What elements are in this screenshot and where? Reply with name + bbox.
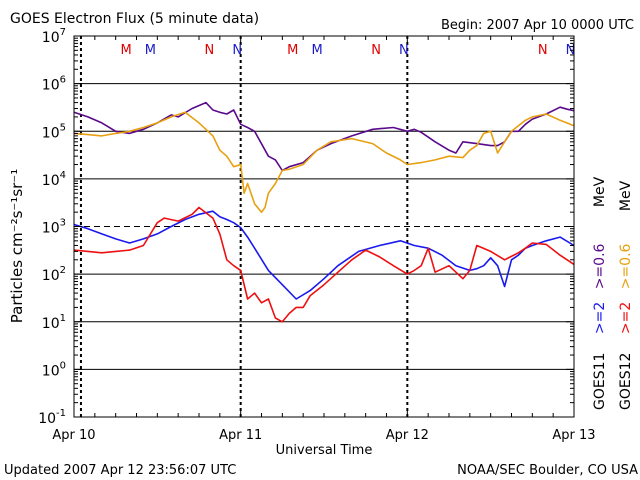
legend-goes12-entry-2: >=0.6 [618,243,634,289]
y-tick-base: 10 [42,268,60,284]
mn-marker: M [120,43,131,58]
y-tick-base: 10 [42,30,60,46]
legend-goes11: GOES11 >=2 >=0.6 MeV [592,176,608,410]
x-tick-label: Apr 13 [552,428,595,443]
mn-marker: N [205,43,215,58]
y-tick-base: 10 [42,316,60,332]
legend-goes11-mev: MeV [592,176,608,207]
series-line-2 [73,111,575,213]
legend-goes11-label: GOES11 [592,353,608,410]
y-tick-label: 105 [42,122,66,141]
legend-goes12: GOES12 >=2 >=0.6 MeV [618,180,634,410]
mn-marker: N [371,43,381,58]
y-tick-exponent: 3 [60,218,66,229]
plot-frame [73,35,575,418]
y-tick-exponent: 5 [60,122,66,133]
y-tick-base: 10 [42,221,60,237]
legend-goes12-entry-1: >=2 [618,302,634,334]
legend-goes12-label: GOES12 [618,353,634,410]
legend-goes11-entry-2: >=0.6 [592,243,608,289]
y-tick-label: 107 [42,27,66,46]
y-tick-base: 10 [42,78,60,94]
y-axis-label: Particles cm⁻²s⁻¹sr⁻¹ [8,169,26,323]
y-tick-exponent: 6 [60,75,66,86]
y-tick-label: 10-1 [38,408,66,427]
y-tick-label: 100 [42,360,66,379]
y-tick-label: 103 [42,218,66,237]
y-tick-label: 106 [42,75,66,94]
svg-text:GOES11 >=2 >=0.6: GOES11 >=2 >=0.6 MeV [592,176,608,410]
mn-marker: M [145,43,156,58]
y-tick-base: 10 [42,363,60,379]
legend-goes12-mev: MeV [618,180,634,211]
y-tick-base: 10 [42,173,60,189]
y-tick-exponent: 7 [60,27,66,38]
y-tick-base: 10 [42,125,60,141]
y-tick-exponent: 0 [60,360,66,371]
series-line-1 [73,101,575,172]
gridlines [74,36,574,417]
y-tick-label: 104 [42,170,66,189]
footer-source: NOAA/SEC Boulder, CO USA [457,463,638,478]
mn-marker: N [399,43,409,58]
mn-marker: N [538,43,548,58]
svg-text:GOES12 >=2 >=0.6: GOES12 >=2 >=0.6 MeV [618,180,634,410]
x-axis-label: Universal Time [276,443,373,458]
x-tick-label: Apr 12 [386,428,429,443]
footer-updated: Updated 2007 Apr 12 23:56:07 UTC [4,463,236,478]
y-tick-base: 10 [38,411,56,427]
mn-marker: M [287,43,298,58]
series-line-4 [73,206,575,323]
x-tick-label: Apr 10 [52,428,95,443]
mn-marker: M [311,43,322,58]
y-tick-exponent: 4 [60,170,66,181]
x-tick-label: Apr 11 [219,428,262,443]
y-tick-exponent: 2 [60,265,66,276]
series-layer [73,101,575,323]
y-tick-exponent: -1 [56,408,66,419]
begin-label: Begin: 2007 Apr 10 0000 UTC [441,18,634,33]
legend-goes11-entry-1: >=2 [592,302,608,334]
chart-title: GOES Electron Flux (5 minute data) [10,11,259,27]
y-tick-label: 102 [42,265,66,284]
series-line-3 [73,210,575,300]
mn-marker: N [232,43,242,58]
y-tick-label: 101 [42,313,66,332]
y-tick-exponent: 1 [60,313,66,324]
x-axis: Apr 10 Apr 11 Apr 12 Apr 13 [52,36,596,443]
